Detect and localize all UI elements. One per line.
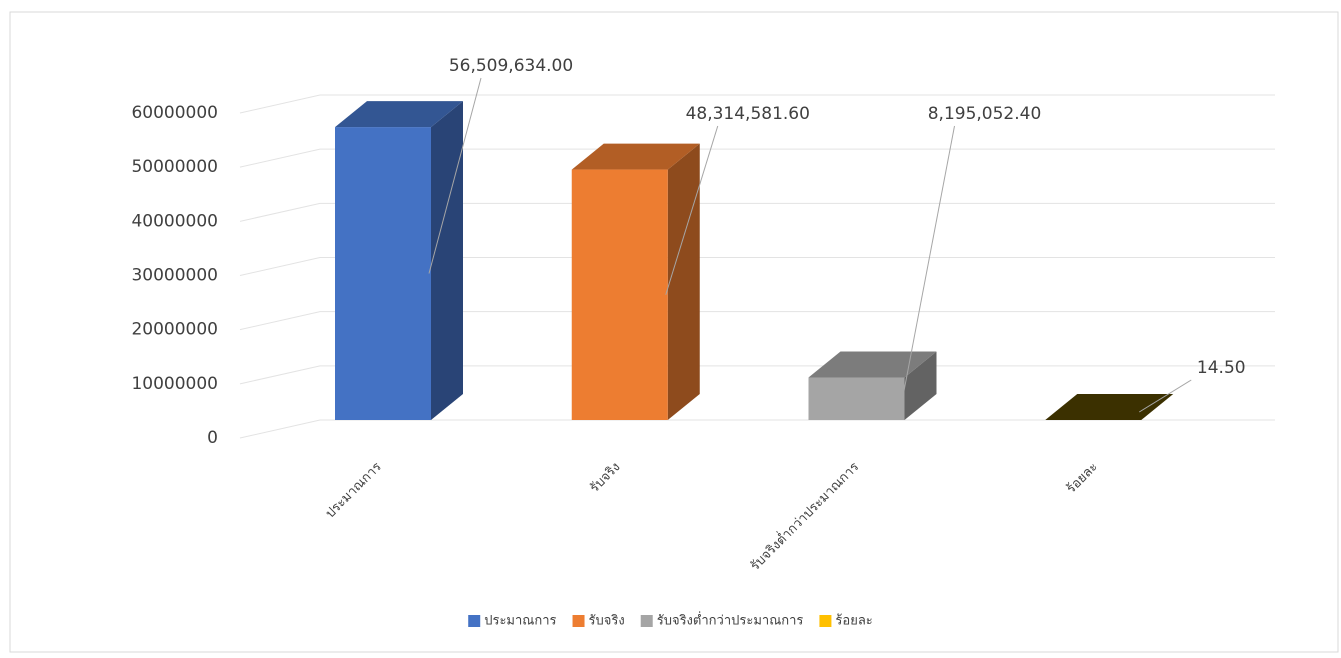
y-tick-label: 0 (207, 428, 218, 448)
bar-side (668, 144, 700, 420)
legend-label: รับจริงต่ำกว่าประมาณการ (657, 612, 804, 629)
bar (572, 170, 668, 420)
legend-label: รับจริง (589, 614, 625, 629)
bar (335, 127, 431, 420)
legend-swatch (573, 615, 585, 627)
y-tick-label: 30000000 (131, 266, 218, 286)
legend-swatch (641, 615, 653, 627)
y-tick-label: 10000000 (131, 374, 218, 394)
data-label: 56,509,634.00 (449, 56, 573, 76)
legend-label: ประมาณการ (484, 614, 556, 629)
data-label: 14.50 (1197, 358, 1246, 378)
data-label: 8,195,052.40 (928, 104, 1042, 124)
legend-label: ร้อยละ (835, 614, 872, 629)
legend-swatch (819, 615, 831, 627)
data-label: 48,314,581.60 (686, 104, 810, 124)
y-tick-label: 40000000 (131, 211, 218, 231)
bar (809, 378, 905, 420)
y-tick-label: 50000000 (131, 157, 218, 177)
y-tick-label: 60000000 (131, 103, 218, 123)
y-tick-label: 20000000 (131, 320, 218, 340)
legend-swatch (468, 615, 480, 627)
bar-side (431, 101, 463, 420)
